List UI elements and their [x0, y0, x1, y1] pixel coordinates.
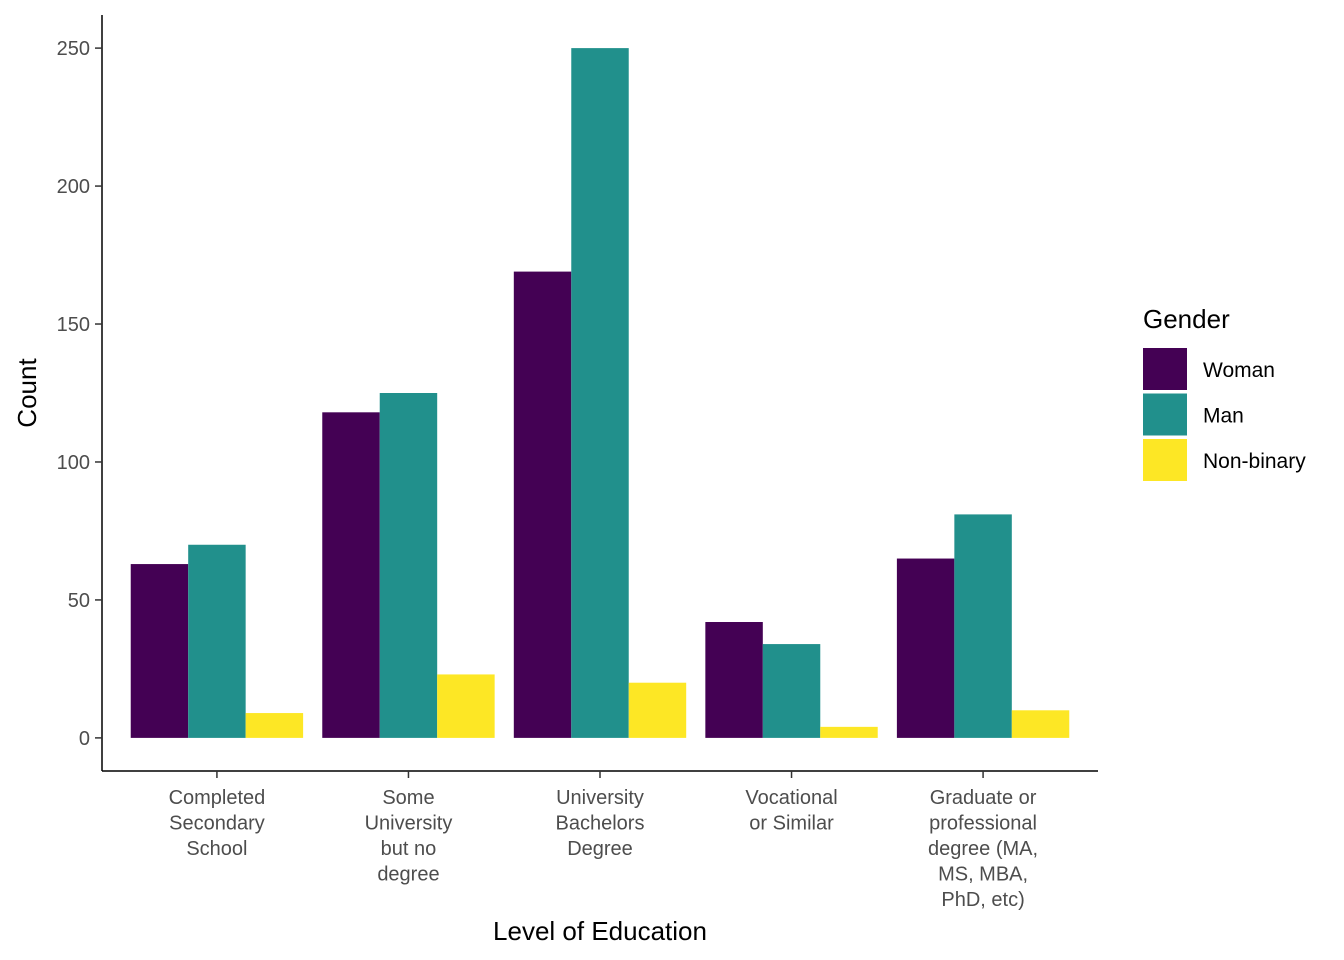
bar-man	[379, 393, 438, 738]
bar-woman	[130, 564, 189, 738]
bar-non-binary	[437, 674, 495, 738]
legend-title: Gender	[1143, 304, 1230, 334]
legend-key	[1143, 348, 1187, 390]
x-tick-label: Completed Secondary School	[169, 787, 266, 860]
x-tick-label: Some University but no degree	[365, 787, 453, 886]
x-tick-label-line: but no	[381, 838, 437, 860]
x-tick-label-line: MS, MBA,	[938, 864, 1028, 886]
x-tick-label-line: Degree	[567, 838, 633, 860]
x-tick-label-line: PhD, etc)	[941, 889, 1024, 911]
y-axis-title: Count	[12, 358, 42, 428]
x-tick-label-line: Graduate or	[930, 787, 1037, 809]
bar-man	[571, 48, 629, 738]
x-tick-label-line: Vocational	[745, 787, 837, 809]
x-tick-label-line: Bachelors	[556, 813, 645, 835]
x-tick-label-line: or Similar	[749, 813, 834, 835]
legend-label: Non-binary	[1203, 450, 1306, 473]
y-axis: 0 50 100 150 200 250	[57, 15, 103, 771]
y-tick-label: 150	[57, 314, 90, 336]
legend-label: Woman	[1203, 359, 1275, 382]
y-tick-label: 200	[57, 176, 90, 198]
legend: Gender Woman Man Non-binary	[1143, 304, 1306, 481]
y-tick-label: 100	[57, 452, 90, 474]
bar-woman	[322, 412, 380, 738]
x-tick-label-line: Secondary	[169, 813, 265, 835]
bar-woman	[705, 622, 763, 738]
bars-group	[130, 48, 1070, 738]
bar-woman	[896, 558, 955, 738]
x-axis: Completed Secondary School Some University bu…	[102, 770, 1098, 911]
bar-woman	[513, 271, 572, 738]
x-tick-label: Graduate or professional degree (MA, MS, MB…	[928, 787, 1038, 911]
bar-non-binary	[820, 726, 878, 738]
bar-man	[954, 514, 1012, 738]
x-tick-label-line: degree (MA,	[928, 838, 1038, 860]
x-tick-label-line: University	[556, 787, 644, 809]
bar-non-binary	[628, 682, 687, 738]
y-tick-label: 50	[68, 590, 90, 612]
x-tick-label-line: Some	[382, 787, 434, 809]
bar-man	[762, 644, 821, 738]
legend-key	[1143, 393, 1187, 436]
x-tick-label: Vocational or Similar	[745, 787, 837, 835]
y-tick-label: 0	[79, 728, 90, 750]
bar-non-binary	[1011, 710, 1070, 738]
x-tick-label: University Bachelors Degree	[556, 787, 645, 860]
legend-key	[1143, 439, 1187, 481]
x-tick-label-line: School	[186, 838, 247, 860]
x-tick-label-line: degree	[377, 864, 439, 886]
x-tick-label-line: University	[365, 813, 453, 835]
y-tick-label: 250	[57, 38, 90, 60]
bar-non-binary	[245, 713, 304, 738]
x-tick-label-line: professional	[929, 813, 1037, 835]
bar-man	[188, 544, 246, 738]
legend-label: Man	[1203, 405, 1244, 428]
x-axis-title: Level of Education	[493, 916, 707, 946]
x-tick-label-line: Completed	[169, 787, 266, 809]
